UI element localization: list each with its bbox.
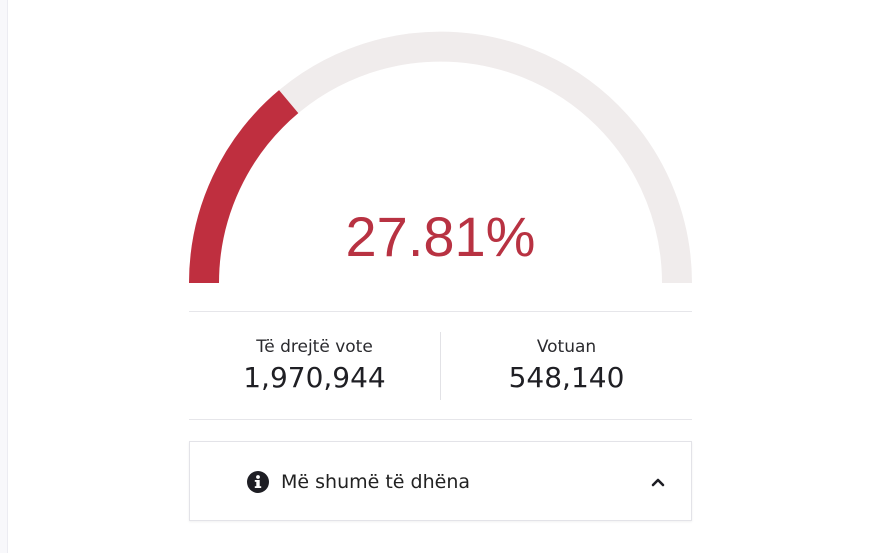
- eligible-voters-label: Të drejtë vote: [256, 336, 373, 357]
- gauge-fill: [189, 90, 299, 283]
- chevron-up-icon[interactable]: [651, 476, 665, 488]
- vote-stats: Të drejtë vote 1,970,944 Votuan 548,140: [189, 311, 692, 420]
- eligible-voters-stat: Të drejtë vote 1,970,944: [189, 336, 440, 396]
- voted-value: 548,140: [508, 360, 625, 394]
- more-data-label: Më shumë të dhëna: [281, 471, 470, 493]
- left-panel-edge: [0, 0, 8, 553]
- info-circle-icon: [247, 471, 269, 493]
- voted-stat: Votuan 548,140: [441, 336, 692, 396]
- eligible-voters-value: 1,970,944: [243, 360, 386, 394]
- stats-divider: [440, 331, 441, 400]
- voted-label: Votuan: [536, 336, 597, 357]
- turnout-gauge: [189, 30, 692, 283]
- more-data-toggle[interactable]: Më shumë të dhëna: [189, 441, 692, 521]
- turnout-percentage: 27.81%: [345, 205, 536, 268]
